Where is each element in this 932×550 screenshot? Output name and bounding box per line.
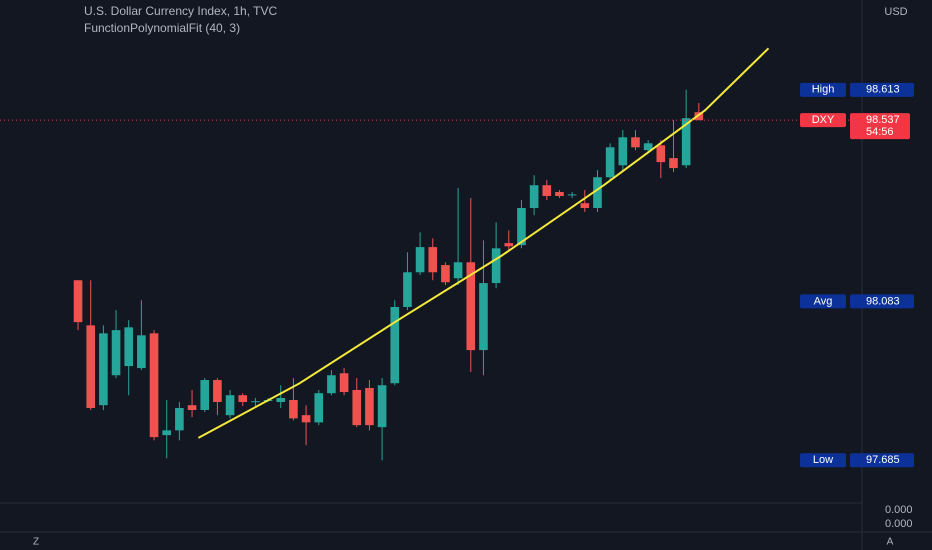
candle-body: [238, 395, 248, 403]
candle-body: [390, 306, 400, 384]
candle-body: [276, 398, 286, 403]
candle-body: [491, 248, 501, 284]
price-value: 98.613: [866, 84, 900, 96]
price-label-box: [800, 453, 846, 468]
candle-body: [504, 243, 514, 247]
candle-body: [517, 207, 526, 246]
candle-body: [352, 390, 362, 426]
price-label-box: [800, 294, 846, 309]
price-value: 97.685: [866, 454, 900, 466]
candle-body: [111, 330, 121, 376]
candle-body: [86, 325, 96, 408]
price-label: Avg: [814, 295, 833, 307]
price-label: Low: [813, 454, 833, 466]
candle-body: [605, 147, 615, 178]
candle-body: [251, 401, 260, 403]
indicator-name: FunctionPolynomialFit (40, 3): [84, 21, 240, 35]
candle-body: [339, 373, 349, 393]
candle-body: [187, 405, 197, 410]
candle-body: [301, 415, 311, 423]
candle-body: [213, 380, 222, 403]
candle-body: [631, 137, 640, 148]
candle-body: [542, 185, 552, 197]
candle-body: [327, 375, 336, 394]
pane-tick-label: 0.000: [885, 504, 913, 516]
candle-body: [162, 430, 172, 436]
candle-body: [289, 400, 298, 419]
candle-body: [137, 335, 146, 369]
price-value-box: [850, 294, 914, 309]
candle-body: [377, 385, 387, 428]
price-label-box: [800, 113, 846, 128]
candle-body: [580, 203, 590, 208]
candle-body: [567, 194, 577, 196]
candle-body: [175, 407, 184, 431]
candle-body: [669, 158, 678, 169]
candle-body: [529, 185, 539, 208]
pane-tick-label: 0.000: [885, 518, 913, 530]
candle-body: [99, 333, 108, 406]
candle-body: [479, 283, 488, 351]
price-value-box: [850, 82, 914, 97]
candle-body: [453, 262, 463, 279]
countdown: 54:56: [866, 126, 894, 138]
price-value: 98.083: [866, 295, 900, 307]
candle-body: [656, 145, 666, 163]
candle-body: [694, 112, 704, 121]
candle-body: [124, 327, 134, 367]
candle-body: [415, 247, 425, 273]
chart-title: U.S. Dollar Currency Index, 1h, TVC: [84, 4, 278, 18]
candle-body: [200, 380, 210, 410]
price-label: DXY: [812, 114, 835, 126]
auto-scale-button[interactable]: A: [887, 537, 894, 548]
candle-body: [441, 265, 450, 283]
price-label: High: [812, 84, 835, 96]
candle-body: [149, 333, 159, 438]
candle-body: [555, 192, 564, 197]
candle-body: [466, 262, 476, 351]
candle-body: [681, 118, 691, 166]
price-value-box: [850, 453, 914, 468]
currency[interactable]: USD: [884, 6, 907, 18]
candle-body: [73, 280, 83, 323]
candle-body: [314, 393, 324, 423]
zoom-button[interactable]: Z: [33, 537, 39, 548]
candle-body: [225, 395, 235, 416]
candle-body: [365, 388, 374, 426]
candle-body: [593, 177, 602, 208]
candle-body: [618, 137, 628, 166]
candle-body: [643, 143, 653, 151]
candle-body: [428, 247, 438, 273]
price-label-box: [800, 82, 846, 97]
price-value: 98.537: [866, 114, 900, 126]
polynomial-fit-line: [197, 47, 770, 439]
price-value-box: [850, 113, 910, 140]
candle-body: [403, 272, 412, 307]
